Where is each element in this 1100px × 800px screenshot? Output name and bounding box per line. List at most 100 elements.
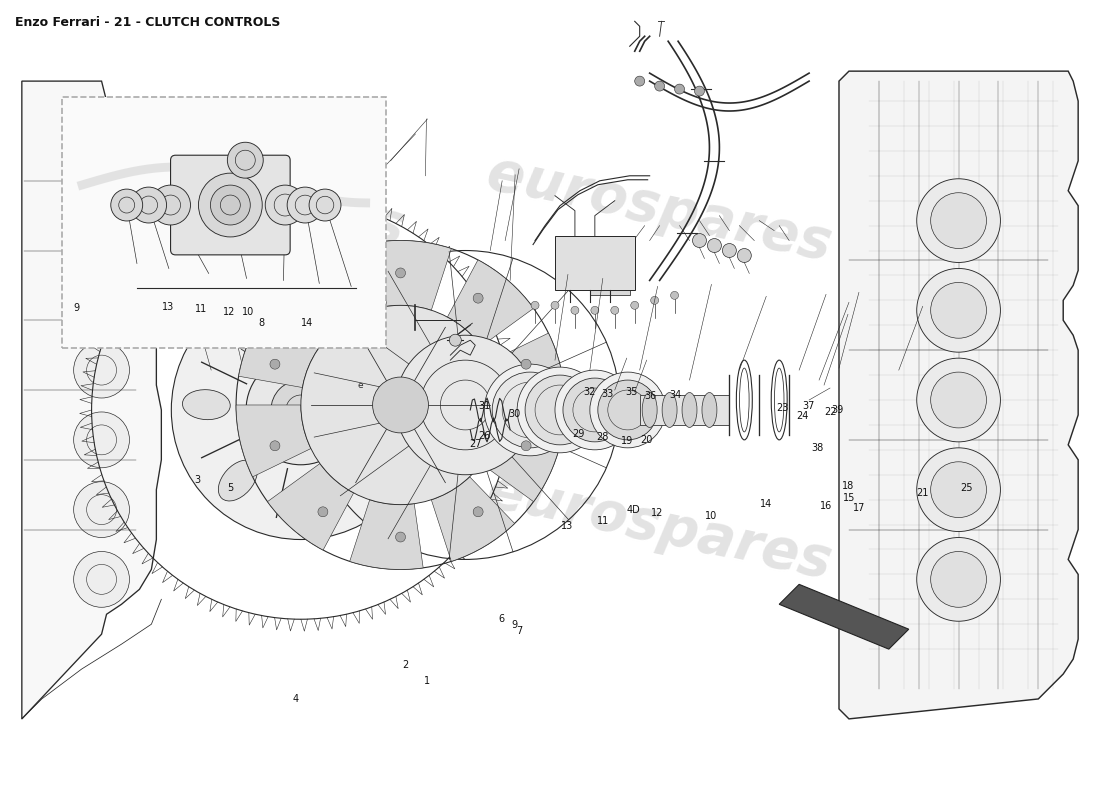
Circle shape	[473, 293, 483, 303]
Ellipse shape	[682, 393, 697, 427]
Text: 25: 25	[960, 482, 972, 493]
Text: eurospares: eurospares	[483, 465, 837, 590]
Circle shape	[674, 84, 684, 94]
Wedge shape	[286, 249, 370, 334]
Text: 14: 14	[300, 318, 312, 328]
Text: 16: 16	[821, 501, 833, 511]
Text: 14: 14	[760, 498, 772, 509]
Text: 9: 9	[512, 620, 518, 630]
Text: 26: 26	[478, 431, 491, 441]
Text: 13: 13	[163, 302, 175, 312]
Circle shape	[74, 342, 130, 398]
Ellipse shape	[301, 479, 332, 527]
Bar	[63, 97, 386, 348]
Circle shape	[396, 335, 535, 474]
Circle shape	[131, 187, 166, 223]
Circle shape	[287, 187, 323, 223]
Text: 4D: 4D	[626, 505, 640, 515]
Circle shape	[74, 551, 130, 607]
Wedge shape	[350, 500, 424, 570]
Text: 13: 13	[561, 521, 574, 531]
Wedge shape	[431, 477, 515, 562]
Circle shape	[916, 178, 1000, 262]
Polygon shape	[839, 71, 1078, 719]
Text: 36: 36	[645, 391, 657, 401]
Text: 38: 38	[812, 443, 824, 453]
Circle shape	[916, 448, 1000, 531]
Text: 34: 34	[669, 390, 681, 400]
Circle shape	[630, 302, 639, 310]
Polygon shape	[779, 584, 909, 649]
Circle shape	[151, 185, 190, 225]
Circle shape	[931, 282, 987, 338]
Text: 11: 11	[196, 304, 208, 314]
Text: 22: 22	[824, 407, 837, 417]
Circle shape	[74, 202, 130, 258]
Circle shape	[521, 441, 531, 450]
Circle shape	[635, 76, 645, 86]
Circle shape	[265, 185, 305, 225]
Circle shape	[198, 173, 262, 237]
Circle shape	[74, 482, 130, 538]
Circle shape	[396, 532, 406, 542]
Text: 32: 32	[583, 387, 596, 397]
Bar	[556, 235, 635, 290]
Circle shape	[492, 372, 568, 448]
Circle shape	[556, 370, 635, 450]
Wedge shape	[267, 463, 353, 550]
Text: 6: 6	[498, 614, 505, 624]
Text: 24: 24	[796, 411, 808, 421]
Text: 37: 37	[803, 402, 815, 411]
Text: 35: 35	[625, 387, 637, 397]
Text: 31: 31	[478, 402, 491, 411]
Circle shape	[525, 375, 595, 445]
Text: 21: 21	[916, 488, 928, 498]
Circle shape	[210, 185, 251, 225]
Text: 11: 11	[596, 516, 608, 526]
Circle shape	[931, 193, 987, 249]
Ellipse shape	[218, 460, 257, 501]
Circle shape	[271, 380, 331, 440]
Circle shape	[551, 302, 559, 310]
Ellipse shape	[365, 357, 411, 390]
Text: 2: 2	[403, 660, 408, 670]
Text: eurospares: eurospares	[55, 130, 409, 256]
Circle shape	[650, 296, 659, 304]
Circle shape	[694, 86, 704, 96]
Circle shape	[737, 249, 751, 262]
Ellipse shape	[228, 311, 264, 354]
Circle shape	[172, 281, 430, 539]
Ellipse shape	[642, 393, 657, 427]
Polygon shape	[22, 81, 162, 719]
Text: 27: 27	[470, 439, 482, 449]
Wedge shape	[239, 308, 320, 387]
Wedge shape	[236, 405, 311, 477]
Text: 15: 15	[843, 493, 856, 503]
Circle shape	[318, 507, 328, 517]
Circle shape	[590, 372, 666, 448]
Text: 4: 4	[293, 694, 299, 704]
Circle shape	[473, 507, 483, 517]
Text: 9: 9	[74, 303, 79, 314]
Text: 10: 10	[705, 510, 717, 521]
Circle shape	[74, 273, 130, 328]
FancyBboxPatch shape	[170, 155, 290, 255]
Circle shape	[270, 441, 279, 450]
Circle shape	[563, 378, 627, 442]
Text: Enzo Ferrari - 21 - CLUTCH CONTROLS: Enzo Ferrari - 21 - CLUTCH CONTROLS	[15, 16, 280, 30]
Circle shape	[74, 412, 130, 468]
Ellipse shape	[702, 393, 717, 427]
Circle shape	[246, 355, 355, 465]
Text: 28: 28	[596, 432, 608, 442]
Text: 19: 19	[620, 437, 632, 446]
Circle shape	[931, 551, 987, 607]
Circle shape	[450, 334, 461, 346]
Ellipse shape	[183, 390, 230, 420]
Text: 10: 10	[242, 307, 255, 318]
Circle shape	[707, 238, 722, 253]
Circle shape	[318, 293, 328, 303]
Circle shape	[270, 359, 279, 369]
Bar	[640, 395, 729, 425]
Circle shape	[309, 189, 341, 221]
Text: 20: 20	[640, 435, 652, 445]
